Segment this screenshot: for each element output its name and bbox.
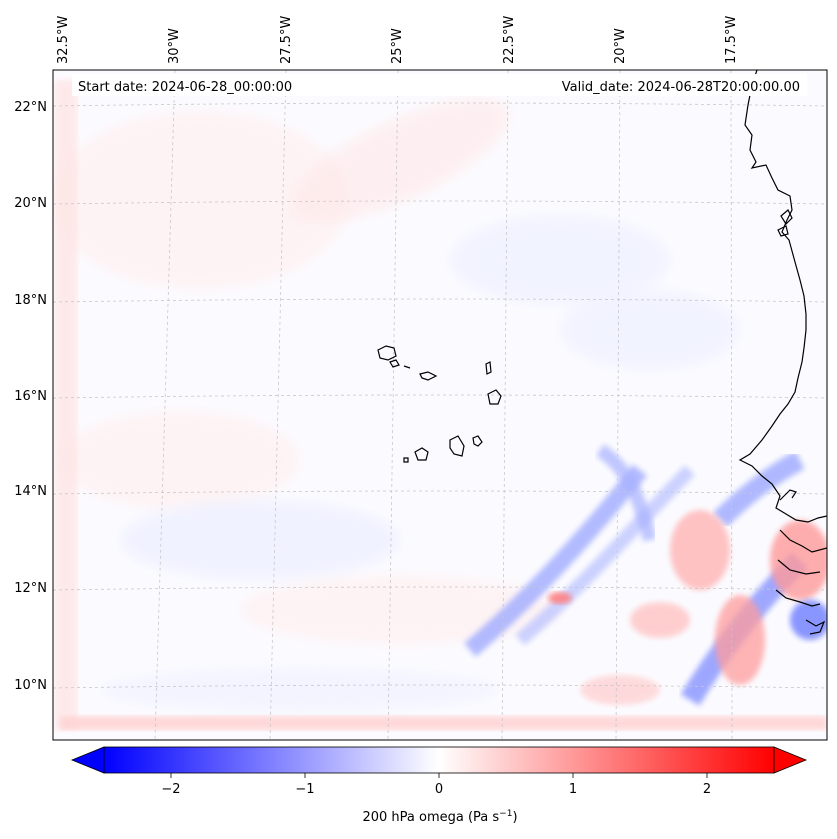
lon-label: 32.5°W <box>56 16 71 64</box>
colorbar-tick-label: 2 <box>703 782 711 797</box>
graticule <box>53 70 827 740</box>
lat-label: 20°N <box>14 196 47 211</box>
colorbar-title: 200 hPa omega (Pa s−1) <box>362 809 517 825</box>
longitude-labels: 32.5°W 30°W 27.5°W 25°W 22.5°W 20°W 17.5… <box>56 16 739 64</box>
colorbar-tick-label: −1 <box>295 782 314 797</box>
colorbar-tick-label: 0 <box>435 782 443 797</box>
colorbar-ticks: −2 −1 0 1 2 <box>161 773 711 797</box>
latitude-labels: 22°N 20°N 18°N 16°N 14°N 12°N 10°N <box>14 100 47 693</box>
colorbar-gradient <box>103 746 775 774</box>
lat-label: 12°N <box>14 581 47 596</box>
lat-label: 14°N <box>14 484 47 499</box>
colorbar-high-extend <box>773 746 808 774</box>
lat-label: 18°N <box>14 293 47 308</box>
lon-label: 27.5°W <box>279 16 294 64</box>
valid-date-label: Valid_date: 2024-06-28T20:00:00.00 <box>562 80 800 95</box>
map-panel <box>53 70 827 740</box>
colorbar-low-extend <box>70 746 105 774</box>
map-frame <box>52 69 828 741</box>
colorbar: −2 −1 0 1 2 200 hPa omega (Pa s−1) <box>70 746 808 825</box>
lon-label: 17.5°W <box>724 16 739 64</box>
coastline <box>377 70 827 635</box>
lon-label: 22.5°W <box>502 16 517 64</box>
start-date-label: Start date: 2024-06-28_00:00:00 <box>78 80 292 95</box>
lon-label: 25°W <box>390 28 405 64</box>
lon-label: 20°W <box>613 28 628 64</box>
lat-label: 16°N <box>14 389 47 404</box>
omega-field <box>53 80 827 730</box>
colorbar-tick-label: 1 <box>569 782 577 797</box>
date-header-band <box>72 74 807 96</box>
lat-label: 10°N <box>14 678 47 693</box>
lat-label: 22°N <box>14 100 47 115</box>
colorbar-tick-label: −2 <box>161 782 180 797</box>
lon-label: 30°W <box>167 28 182 64</box>
